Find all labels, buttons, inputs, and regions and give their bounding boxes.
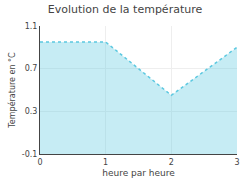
svg-text:0.7: 0.7 xyxy=(25,64,38,73)
svg-text:1: 1 xyxy=(103,158,108,167)
svg-text:Température en °C: Température en °C xyxy=(7,52,17,129)
svg-text:0: 0 xyxy=(37,158,42,167)
svg-text:0.3: 0.3 xyxy=(25,107,38,116)
svg-text:Evolution de la température: Evolution de la température xyxy=(48,3,203,16)
svg-text:3: 3 xyxy=(234,158,239,167)
svg-text:heure par heure: heure par heure xyxy=(102,168,175,178)
svg-text:1.1: 1.1 xyxy=(25,22,38,31)
svg-text:2: 2 xyxy=(169,158,174,167)
svg-text:-0.1: -0.1 xyxy=(22,150,38,159)
